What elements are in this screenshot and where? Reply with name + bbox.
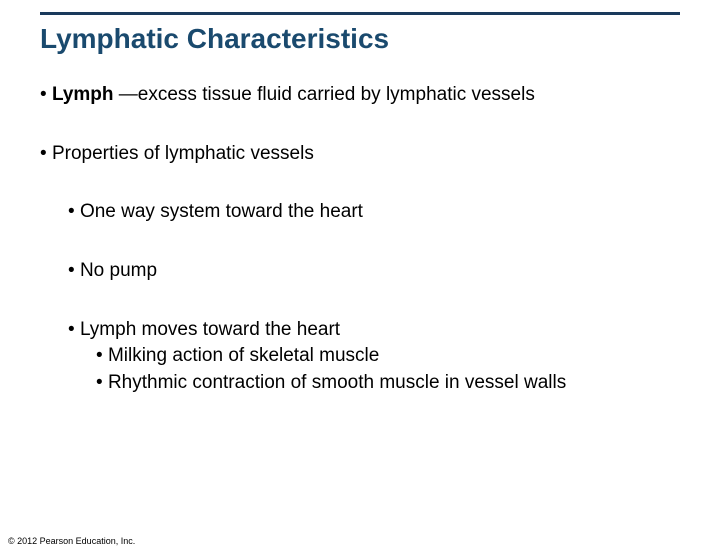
bullet-nopump: • No pump <box>68 259 680 284</box>
bullet-oneway: • One way system toward the heart <box>68 200 680 225</box>
bullet-glyph: • <box>68 260 75 281</box>
lymph-definition: —excess tissue fluid carried by lymphati… <box>114 84 535 105</box>
slide-body: • Lymph —excess tissue fluid carried by … <box>40 83 680 396</box>
bullet-milking: • Milking action of skeletal muscle <box>96 344 680 369</box>
copyright-text: © 2012 Pearson Education, Inc. <box>8 536 135 546</box>
moves-text: Lymph moves toward the heart <box>80 319 340 340</box>
bullet-glyph: • <box>96 372 103 393</box>
rhythmic-text: Rhythmic contraction of smooth muscle in… <box>108 372 566 393</box>
milking-text: Milking action of skeletal muscle <box>108 345 379 366</box>
bullet-glyph: • <box>40 84 47 105</box>
oneway-text: One way system toward the heart <box>80 201 363 222</box>
nopump-text: No pump <box>80 260 157 281</box>
bullet-moves: • Lymph moves toward the heart <box>68 318 680 343</box>
properties-text: Properties of lymphatic vessels <box>52 143 314 164</box>
bullet-rhythmic: • Rhythmic contraction of smooth muscle … <box>96 371 680 396</box>
slide-title: Lymphatic Characteristics <box>40 23 680 55</box>
bullet-glyph: • <box>68 319 75 340</box>
slide-container: Lymphatic Characteristics • Lymph —exces… <box>0 12 720 552</box>
bullet-glyph: • <box>40 143 47 164</box>
bullet-properties: • Properties of lymphatic vessels <box>40 142 680 167</box>
bullet-glyph: • <box>68 201 75 222</box>
bullet-glyph: • <box>96 345 103 366</box>
bullet-lymph: • Lymph —excess tissue fluid carried by … <box>40 83 680 108</box>
title-rule: Lymphatic Characteristics <box>40 12 680 55</box>
lymph-term: Lymph <box>52 84 114 105</box>
